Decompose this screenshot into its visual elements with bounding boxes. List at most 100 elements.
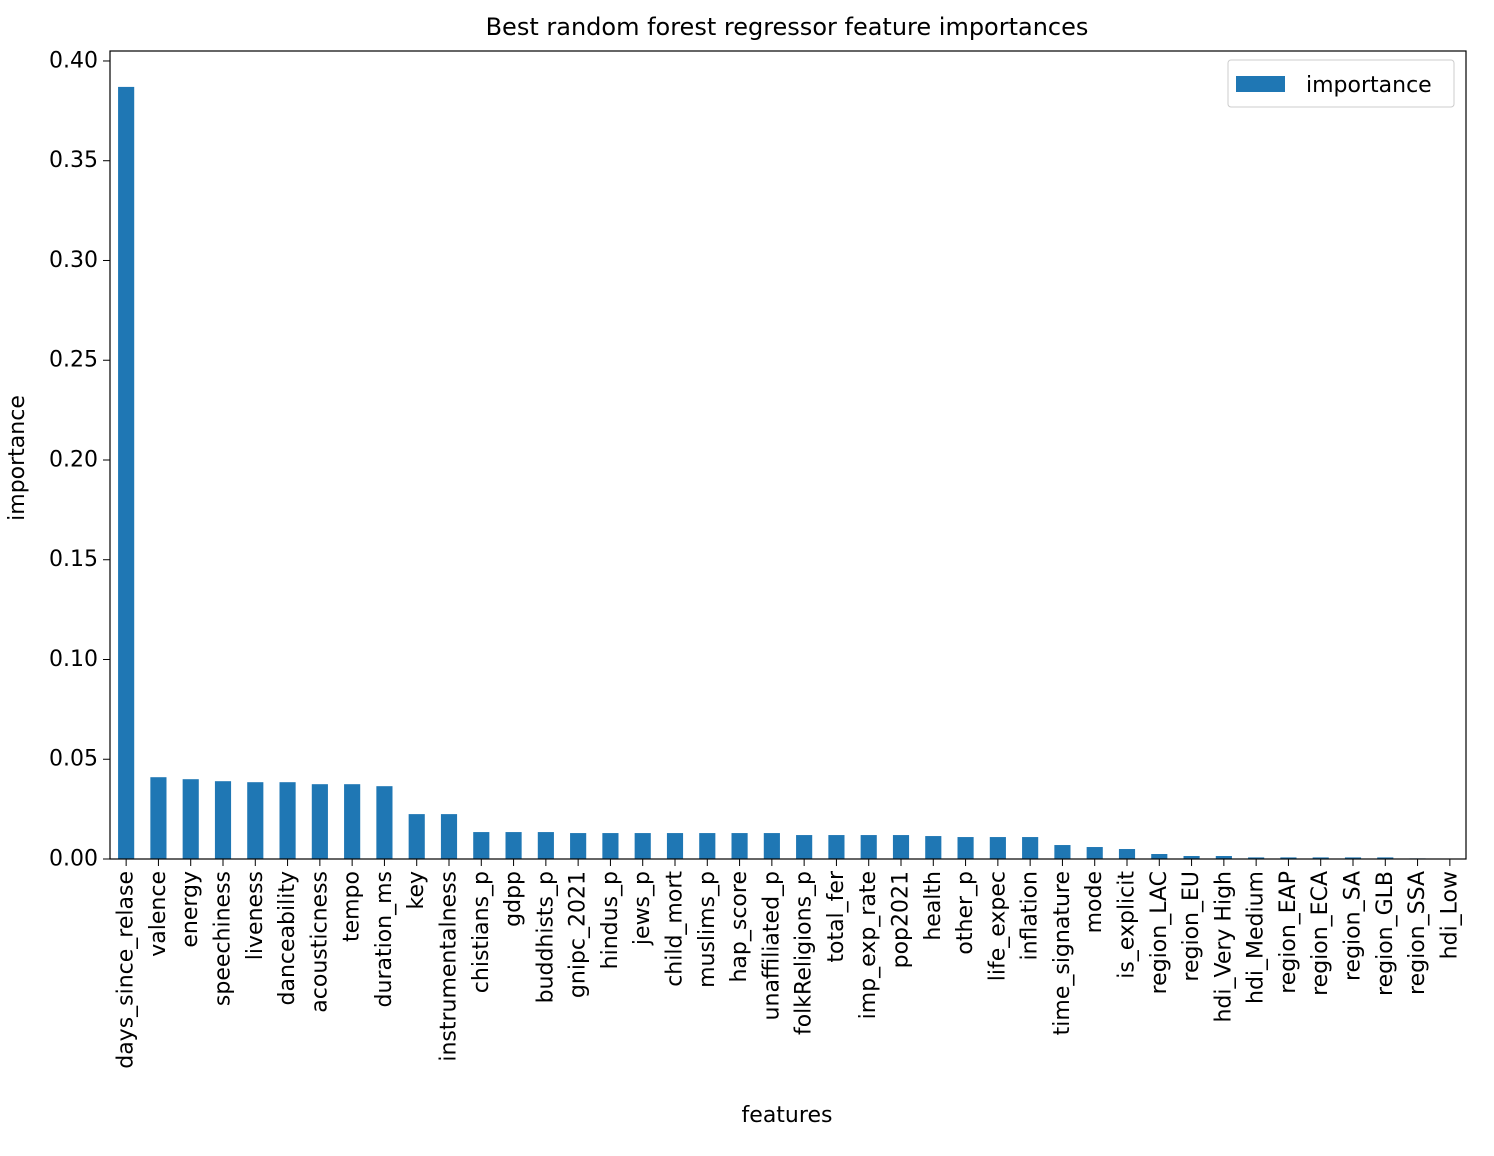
bar: [311, 784, 328, 859]
bar: [666, 833, 684, 859]
legend-label: importance: [1306, 73, 1432, 98]
y-tick-label: 0.10: [49, 647, 98, 672]
bar: [1215, 856, 1232, 859]
x-tick-label: health: [921, 871, 946, 941]
bar: [1280, 857, 1297, 859]
y-tick-label: 0.35: [49, 148, 98, 173]
bar: [408, 814, 425, 859]
bar: [214, 781, 232, 859]
bar: [925, 836, 942, 859]
x-tick-label: is_explicit: [1115, 871, 1140, 979]
y-axis: 0.00 0.05 0.10 0.15 0.20 0.25 0.30 0.35 0.40: [49, 48, 110, 872]
x-tick-label: hindus_p: [598, 871, 623, 969]
y-tick-label: 0.00: [49, 847, 98, 872]
bar: [440, 814, 458, 859]
bar: [182, 779, 199, 859]
bar: [892, 835, 910, 859]
y-tick-label: 0.05: [49, 747, 98, 772]
bar: [1054, 845, 1071, 859]
bar: [860, 835, 877, 859]
chart-title: Best random forest regressor feature imp…: [486, 13, 1089, 41]
bar: [570, 833, 587, 859]
x-tick-label: region_SSA: [1405, 871, 1430, 995]
x-tick-label: speechiness: [211, 871, 236, 1006]
bar: [602, 833, 619, 859]
x-tick-label: region_GLB: [1373, 871, 1398, 996]
x-tick-label: region_EU: [1179, 871, 1204, 982]
bar: [1344, 857, 1362, 859]
bar: [150, 777, 167, 859]
bar: [1248, 857, 1265, 859]
legend-box: [1227, 59, 1455, 108]
x-tick-label: other_p: [953, 871, 978, 955]
plot-frame: [109, 50, 1467, 860]
x-tick-label: hdi_Low: [1437, 871, 1462, 959]
x-axis: days_since_relase valence energy speechines…: [114, 859, 1462, 1069]
y-tick-label: 0.25: [49, 348, 98, 373]
x-tick-label: danceability: [275, 871, 300, 1005]
x-tick-label: unaffiliated_p: [759, 871, 784, 1020]
bar: [828, 835, 845, 859]
x-tick-label: key: [404, 871, 429, 910]
x-tick-label: child_mort: [663, 871, 688, 987]
x-tick-label: chistians_p: [469, 871, 494, 993]
bar: [1377, 857, 1394, 859]
y-tick-label: 0.30: [49, 248, 98, 273]
x-tick-label: muslims_p: [695, 871, 720, 988]
bar: [699, 833, 716, 859]
bar: [1183, 856, 1200, 859]
x-tick-label: valence: [146, 871, 171, 957]
x-tick-label: imp_exp_rate: [856, 871, 881, 1019]
bar: [1151, 854, 1168, 859]
x-tick-label: liveness: [243, 871, 268, 960]
bar: [1022, 837, 1039, 859]
x-tick-label: life_expec: [985, 871, 1010, 981]
bar: [537, 832, 554, 859]
x-tick-label: region_ECA: [1308, 871, 1333, 996]
bar: [247, 782, 264, 859]
y-tick-label: 0.40: [49, 48, 98, 73]
x-tick-label: time_signature: [1050, 871, 1075, 1035]
x-tick-label: gnipc_2021: [566, 871, 591, 998]
x-tick-label: buddhists_p: [533, 871, 558, 1003]
legend-swatch: [1236, 76, 1285, 92]
x-tick-label: gdpp: [501, 871, 526, 927]
bar: [1118, 849, 1136, 859]
x-tick-label: hap_score: [727, 871, 752, 983]
x-tick-label: duration_ms: [372, 871, 397, 1007]
x-tick-label: folkReligions_p: [792, 871, 817, 1035]
y-tick-label: 0.15: [49, 547, 98, 572]
bar: [344, 784, 361, 859]
x-tick-label: mode: [1082, 871, 1107, 933]
bar: [796, 835, 813, 859]
x-tick-label: jews_p: [630, 871, 655, 946]
x-tick-label: inflation: [1018, 871, 1043, 961]
y-axis-label: importance: [5, 395, 30, 521]
bar: [634, 833, 651, 859]
x-tick-label: region_EAP: [1276, 871, 1301, 994]
bar: [376, 786, 393, 859]
bar: [989, 837, 1006, 859]
x-tick-label: energy: [178, 871, 203, 948]
bar: [279, 782, 296, 859]
x-tick-label: hdi_Medium: [1244, 871, 1269, 1004]
bar: [957, 837, 974, 859]
x-tick-label: acousticness: [307, 871, 332, 1013]
bar: [1312, 857, 1329, 859]
bar: [1086, 847, 1103, 859]
x-tick-label: tempo: [340, 871, 365, 942]
bar: [763, 833, 780, 859]
bar: [731, 833, 748, 859]
bar: [505, 832, 522, 859]
x-tick-label: days_since_relase: [114, 871, 139, 1069]
legend: importance: [1227, 59, 1455, 108]
x-tick-label: instrumentalness: [437, 871, 462, 1062]
bar: [473, 832, 490, 859]
x-tick-label: pop2021: [889, 871, 914, 968]
x-tick-label: hdi_Very High: [1211, 871, 1236, 1023]
x-axis-label: features: [742, 1103, 833, 1128]
x-tick-label: region_LAC: [1147, 871, 1172, 994]
y-tick-label: 0.20: [49, 447, 98, 472]
bars-group: [118, 86, 1458, 859]
